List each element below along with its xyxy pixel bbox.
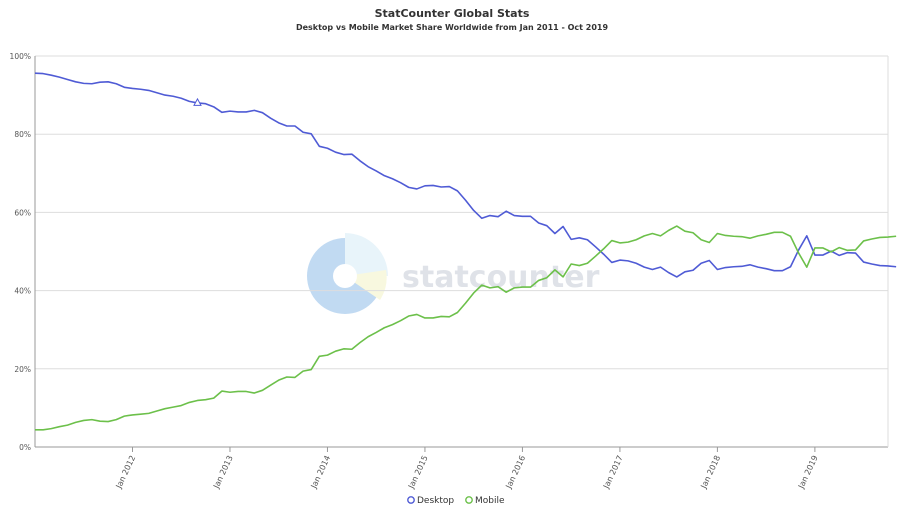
x-tick-label: Jan 2018 [699,454,722,491]
chart-title: StatCounter Global Stats [375,7,530,20]
series-lines [34,72,897,431]
legend-label: Desktop [417,496,454,506]
series-line-mobile[interactable] [35,225,897,431]
x-axis: Jan 2012 Jan 2013 Jan 2014 Jan 2015 Jan 2016… [114,447,820,491]
y-tick-label: 100% [10,52,31,61]
chart-subtitle: Desktop vs Mobile Market Share Worldwide… [296,23,609,32]
x-tick-label: Jan 2019 [796,454,819,491]
desktop-point-marker[interactable] [193,97,202,106]
y-tick-label: 80% [14,130,31,139]
x-tick-label: Jan 2015 [406,454,429,491]
y-tick-label: 20% [14,365,31,374]
grid [34,55,889,448]
x-tick-label: Jan 2016 [504,454,527,491]
y-tick-label: 0% [19,443,31,452]
legend-item-desktop[interactable]: Desktop [407,496,455,506]
legend-label: Mobile [475,496,505,506]
y-tick-label: 60% [14,208,31,217]
x-tick-label: Jan 2017 [601,454,624,491]
legend-marker-icon [465,496,473,504]
statcounter-watermark: statcounter [307,233,600,314]
watermark-logo-segment-icon [345,233,388,276]
legend-item-mobile[interactable]: Mobile [465,496,505,506]
x-tick-label: Jan 2014 [309,454,332,491]
y-tick-label: 40% [14,287,31,296]
x-tick-label: Jan 2013 [211,454,234,491]
x-tick-label: Jan 2012 [114,454,137,491]
legend-marker-icon [407,496,415,504]
series-line-desktop[interactable] [34,72,897,278]
watermark-logo-center-icon [333,264,357,288]
legend[interactable]: Desktop Mobile [407,496,505,506]
y-axis: 0% 20% 40% 60% 80% 100% [10,52,31,452]
